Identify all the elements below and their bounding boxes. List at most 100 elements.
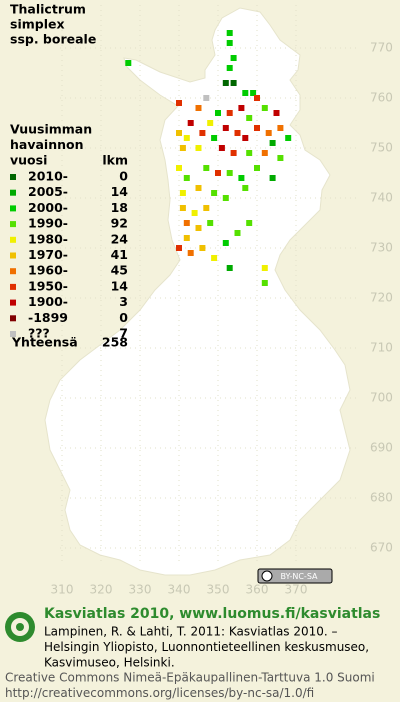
record-square — [183, 220, 190, 226]
record-square — [285, 135, 292, 141]
record-square — [195, 185, 202, 191]
y-axis-label: 750 — [370, 141, 393, 155]
license-line: http://creativecommons.org/licenses/by-n… — [5, 686, 314, 700]
legend-label: 1900- — [28, 294, 68, 309]
record-square — [222, 240, 229, 246]
x-axis-label: 340 — [168, 583, 191, 597]
x-axis-label: 350 — [207, 583, 230, 597]
legend-label: 1970- — [28, 247, 68, 262]
record-square — [179, 205, 186, 211]
record-square — [226, 265, 233, 271]
record-square — [261, 105, 268, 111]
y-axis-label: 730 — [370, 241, 393, 255]
y-axis-label: 680 — [370, 491, 393, 505]
legend-label: ??? — [28, 326, 50, 341]
legend-swatch — [10, 268, 16, 275]
legend-swatch — [10, 221, 16, 228]
x-axis-label: 310 — [51, 583, 74, 597]
texts: 310 320 330 340 350 360 3707707607507407307207… — [5, 2, 393, 701]
title-line: simplex — [10, 17, 65, 32]
y-axis-label: 760 — [370, 91, 393, 105]
finland-outline — [44, 7, 351, 576]
record-square — [226, 40, 233, 46]
record-square — [211, 135, 218, 141]
record-square — [125, 60, 132, 66]
legend-label: 1960- — [28, 263, 68, 278]
title-line: ssp. boreale — [10, 32, 96, 47]
record-square — [195, 145, 202, 151]
record-square — [199, 130, 206, 136]
record-square — [218, 145, 225, 151]
footer-heading: Kasviatlas 2010, www.luomus.fi/kasviatla… — [44, 606, 380, 622]
legend-count: 45 — [111, 263, 128, 278]
record-square — [222, 80, 229, 86]
record-square — [277, 155, 284, 161]
record-square — [234, 230, 241, 236]
legend-swatch — [10, 283, 16, 290]
record-square — [226, 30, 233, 36]
legend-label: 2010- — [28, 169, 68, 184]
record-square — [176, 165, 182, 171]
legend-swatch — [10, 174, 16, 180]
record-square — [238, 175, 245, 181]
x-axis-label: 320 — [90, 583, 113, 597]
y-axis-label: 700 — [370, 391, 393, 405]
record-square — [211, 255, 218, 261]
legend-count: 24 — [111, 231, 129, 246]
record-square — [269, 140, 276, 146]
legend-label: 1980- — [28, 231, 68, 246]
record-square — [203, 205, 210, 211]
legend-label: 1990- — [28, 216, 68, 231]
record-square — [261, 280, 268, 286]
record-square — [195, 225, 202, 231]
cc-badge: BY-NC-SA — [257, 568, 333, 584]
y-axis-label: 740 — [370, 191, 393, 205]
record-square — [215, 110, 221, 116]
legend-label: 1950- — [28, 278, 68, 293]
record-square — [176, 245, 182, 251]
record-square — [230, 80, 237, 86]
record-square — [179, 145, 186, 151]
legend-count: 3 — [119, 294, 128, 309]
record-square — [242, 135, 249, 141]
record-square — [273, 110, 280, 116]
record-square — [250, 90, 257, 96]
legend-label: -1899 — [28, 310, 68, 325]
citation-line: Kasvimuseo, Helsinki. — [44, 656, 175, 670]
record-square — [203, 165, 210, 171]
record-square — [183, 135, 190, 141]
legend-swatch — [10, 299, 16, 306]
legend-swatch — [10, 236, 16, 243]
points — [125, 30, 292, 286]
record-square — [183, 235, 190, 241]
legend-swatch — [10, 205, 16, 212]
record-square — [203, 95, 210, 101]
record-square — [195, 105, 202, 111]
record-square — [254, 95, 260, 101]
record-square — [222, 195, 229, 201]
grid — [60, 5, 360, 565]
legend-label: 2000- — [28, 200, 68, 215]
record-square — [191, 210, 198, 216]
record-square — [207, 220, 214, 226]
legend-swatch — [10, 252, 16, 259]
record-square — [238, 105, 245, 111]
legend-header: havainnon — [10, 137, 84, 152]
record-square — [215, 170, 221, 176]
record-square — [261, 265, 268, 271]
legend-swatch — [10, 189, 16, 196]
record-square — [277, 125, 284, 131]
record-square — [230, 55, 237, 61]
legend-count: 14 — [111, 278, 129, 293]
logo-center — [16, 623, 24, 631]
total-label: Yhteensä — [11, 335, 78, 350]
badge-box — [257, 568, 333, 584]
record-square — [187, 120, 194, 126]
record-square — [207, 120, 214, 126]
legend-count: 41 — [111, 247, 128, 262]
legend-swatch — [10, 331, 16, 337]
record-square — [222, 125, 229, 131]
record-square — [183, 175, 190, 181]
x-axis-label: 370 — [285, 583, 308, 597]
